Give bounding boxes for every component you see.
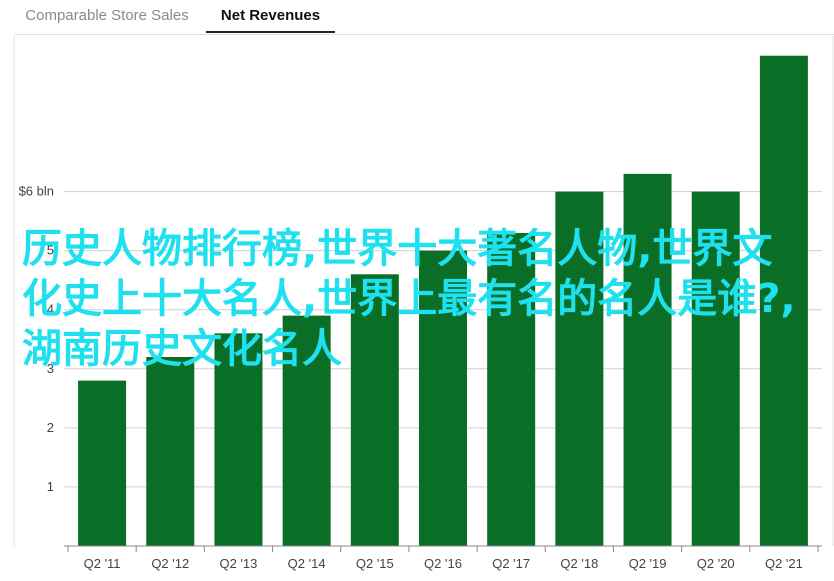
y-tick-label: $6 bln bbox=[19, 184, 54, 199]
y-tick-label: 1 bbox=[47, 479, 54, 494]
y-tick-label: 4 bbox=[47, 302, 54, 317]
bar bbox=[759, 55, 808, 546]
x-tick-label: Q2 '12 bbox=[151, 556, 189, 571]
x-tick-label: Q2 '21 bbox=[765, 556, 803, 571]
chart-tabs: Comparable Store Sales Net Revenues bbox=[0, 0, 834, 36]
tab-net-revenues[interactable]: Net Revenues bbox=[206, 0, 335, 33]
x-tick-label: Q2 '20 bbox=[697, 556, 735, 571]
bar bbox=[691, 191, 740, 546]
x-tick-label: Q2 '15 bbox=[356, 556, 394, 571]
x-tick-label: Q2 '18 bbox=[560, 556, 598, 571]
tab-comparable-store-sales[interactable]: Comparable Store Sales bbox=[25, 7, 189, 24]
y-tick-label: 5 bbox=[47, 243, 54, 258]
bar bbox=[146, 356, 195, 546]
bar bbox=[350, 274, 399, 546]
x-tick-label: Q2 '19 bbox=[629, 556, 667, 571]
tabs-divider bbox=[14, 34, 834, 35]
x-tick-label: Q2 '14 bbox=[288, 556, 326, 571]
bar bbox=[419, 250, 467, 546]
bar bbox=[623, 173, 672, 546]
x-tick-label: Q2 '11 bbox=[84, 556, 121, 571]
bar bbox=[214, 333, 263, 546]
y-tick-label: 3 bbox=[47, 361, 54, 376]
bar bbox=[78, 380, 127, 546]
x-tick-label: Q2 '16 bbox=[424, 556, 462, 571]
x-tick-label: Q2 '17 bbox=[492, 556, 530, 571]
x-tick-label: Q2 '13 bbox=[220, 556, 258, 571]
bar bbox=[487, 232, 536, 546]
bar bbox=[282, 315, 331, 546]
y-tick-label: 2 bbox=[47, 420, 54, 435]
bar bbox=[555, 191, 604, 546]
